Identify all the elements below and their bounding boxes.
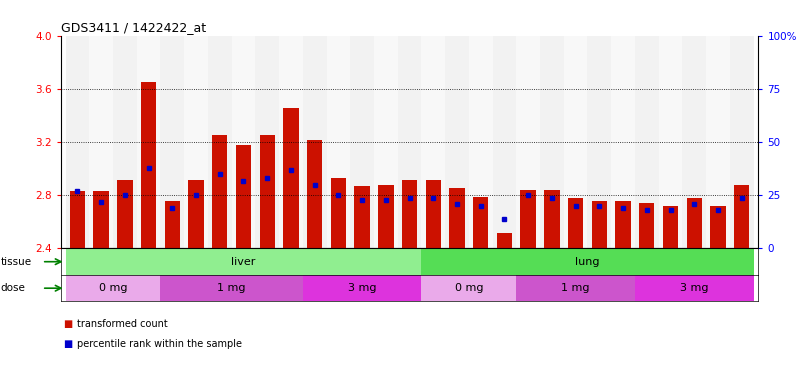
- Bar: [117, 180, 132, 248]
- Bar: [639, 204, 654, 248]
- Bar: [303, 36, 327, 248]
- Bar: [616, 201, 631, 248]
- Bar: [184, 36, 208, 248]
- Bar: [350, 36, 374, 248]
- Text: GDS3411 / 1422422_at: GDS3411 / 1422422_at: [61, 21, 206, 34]
- Bar: [422, 275, 517, 301]
- Bar: [208, 36, 232, 248]
- Text: lung: lung: [575, 257, 599, 267]
- Bar: [397, 36, 422, 248]
- Bar: [279, 36, 303, 248]
- Bar: [517, 275, 635, 301]
- Bar: [592, 201, 607, 248]
- Bar: [635, 275, 753, 301]
- Bar: [710, 206, 726, 248]
- Bar: [378, 185, 393, 248]
- Text: tissue: tissue: [1, 257, 32, 267]
- Bar: [137, 36, 161, 248]
- Bar: [283, 108, 298, 248]
- Bar: [682, 36, 706, 248]
- Bar: [587, 36, 611, 248]
- Text: 0 mg: 0 mg: [455, 283, 483, 293]
- Bar: [354, 186, 370, 248]
- Bar: [66, 275, 161, 301]
- Text: 3 mg: 3 mg: [348, 283, 376, 293]
- Bar: [663, 206, 678, 248]
- Bar: [445, 36, 469, 248]
- Bar: [469, 36, 492, 248]
- Bar: [236, 145, 251, 248]
- Bar: [544, 190, 560, 248]
- Text: ■: ■: [63, 319, 72, 329]
- Bar: [212, 134, 227, 248]
- Text: dose: dose: [1, 283, 26, 293]
- Bar: [611, 36, 635, 248]
- Bar: [66, 36, 89, 248]
- Text: 1 mg: 1 mg: [217, 283, 246, 293]
- Bar: [66, 248, 422, 275]
- Text: percentile rank within the sample: percentile rank within the sample: [77, 339, 242, 349]
- Bar: [232, 36, 255, 248]
- Bar: [492, 36, 517, 248]
- Bar: [568, 198, 583, 248]
- Text: liver: liver: [231, 257, 255, 267]
- Bar: [113, 36, 137, 248]
- Bar: [401, 180, 418, 248]
- Bar: [635, 36, 659, 248]
- Bar: [422, 36, 445, 248]
- Bar: [327, 36, 350, 248]
- Text: transformed count: transformed count: [77, 319, 168, 329]
- Bar: [141, 81, 157, 248]
- Bar: [730, 36, 753, 248]
- Bar: [706, 36, 730, 248]
- Bar: [89, 36, 113, 248]
- Text: 3 mg: 3 mg: [680, 283, 709, 293]
- Bar: [422, 248, 753, 275]
- Bar: [473, 197, 488, 248]
- Bar: [734, 185, 749, 248]
- Bar: [331, 178, 346, 248]
- Bar: [93, 192, 109, 248]
- Bar: [307, 140, 323, 248]
- Bar: [449, 187, 465, 248]
- Bar: [426, 180, 441, 248]
- Bar: [521, 190, 536, 248]
- Bar: [303, 275, 422, 301]
- Bar: [564, 36, 587, 248]
- Bar: [659, 36, 682, 248]
- Bar: [70, 192, 85, 248]
- Text: ■: ■: [63, 339, 72, 349]
- Text: 0 mg: 0 mg: [99, 283, 127, 293]
- Bar: [687, 198, 702, 248]
- Bar: [540, 36, 564, 248]
- Bar: [374, 36, 397, 248]
- Bar: [161, 275, 303, 301]
- Bar: [161, 36, 184, 248]
- Bar: [188, 180, 204, 248]
- Bar: [496, 233, 513, 248]
- Bar: [255, 36, 279, 248]
- Text: 1 mg: 1 mg: [561, 283, 590, 293]
- Bar: [260, 134, 275, 248]
- Bar: [517, 36, 540, 248]
- Bar: [165, 201, 180, 248]
